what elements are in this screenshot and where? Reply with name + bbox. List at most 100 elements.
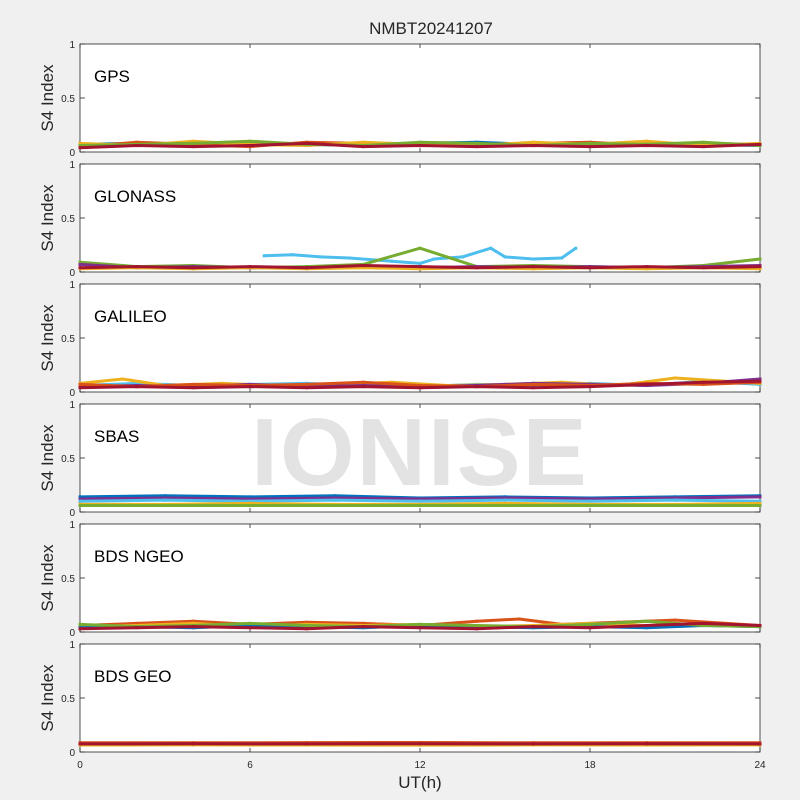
data-point — [319, 255, 323, 259]
panel-label: SBAS — [94, 427, 139, 446]
data-point — [390, 380, 394, 384]
data-point — [191, 141, 195, 145]
data-point — [135, 140, 139, 144]
data-point — [361, 385, 365, 389]
data-point — [503, 496, 507, 500]
data-point — [248, 144, 252, 148]
data-point — [475, 624, 479, 628]
y-axis-label: S4 Index — [38, 64, 57, 132]
y-tick-label: 1 — [69, 40, 75, 51]
data-point — [305, 266, 309, 270]
data-point — [701, 266, 705, 270]
data-point — [701, 380, 705, 384]
data-point — [531, 257, 535, 261]
panel-4: 0 0.5 1 S4 Index SBAS — [38, 400, 762, 519]
data-point — [531, 386, 535, 390]
data-point — [78, 262, 82, 266]
data-point — [78, 622, 82, 626]
y-tick-label: 1 — [69, 400, 75, 411]
data-point — [758, 501, 762, 505]
y-tick-label: 0 — [69, 748, 75, 759]
data-point — [262, 254, 266, 258]
data-point — [503, 255, 507, 259]
data-point — [78, 495, 82, 499]
panel-label: BDS GEO — [94, 667, 171, 686]
data-point — [361, 264, 365, 268]
data-point — [191, 621, 195, 625]
data-point — [701, 145, 705, 149]
data-point — [191, 386, 195, 390]
data-point — [588, 385, 592, 389]
y-axis-label: S4 Index — [38, 184, 57, 252]
data-point — [361, 266, 365, 270]
data-point — [673, 376, 677, 380]
data-point — [135, 621, 139, 625]
data-point — [531, 742, 535, 746]
data-point — [361, 621, 365, 625]
data-point — [333, 494, 337, 498]
data-point — [135, 265, 139, 269]
data-point — [758, 742, 762, 746]
data-point — [361, 380, 365, 384]
figure-title: NMBT20241207 — [369, 19, 493, 38]
x-tick-label: 24 — [754, 760, 766, 771]
data-point — [574, 246, 578, 250]
data-point — [645, 139, 649, 143]
x-tick-label: 12 — [414, 760, 426, 771]
data-point — [418, 384, 422, 388]
data-point — [531, 140, 535, 144]
data-point — [531, 267, 535, 271]
data-point — [758, 624, 762, 628]
y-tick-label: 0 — [69, 268, 75, 279]
data-point — [758, 379, 762, 383]
data-point — [135, 626, 139, 630]
y-tick-label: 0.5 — [61, 214, 75, 225]
data-point — [163, 504, 167, 508]
data-point — [475, 385, 479, 389]
panel-label: GPS — [94, 67, 130, 86]
data-point — [418, 140, 422, 144]
data-point — [588, 499, 592, 503]
data-point — [78, 146, 82, 150]
y-tick-label: 0.5 — [61, 94, 75, 105]
data-point — [191, 625, 195, 629]
data-point — [191, 145, 195, 149]
data-point — [305, 141, 309, 145]
panel-2: 0 0.5 1 S4 Index GLONASS — [38, 160, 762, 279]
x-tick-label: 18 — [584, 760, 596, 771]
y-tick-label: 0 — [69, 628, 75, 639]
data-point — [645, 267, 649, 271]
y-tick-label: 1 — [69, 280, 75, 291]
data-point — [758, 499, 762, 503]
data-point — [645, 742, 649, 746]
data-point — [78, 144, 82, 148]
data-point — [475, 141, 479, 145]
data-point — [588, 266, 592, 270]
data-point — [758, 265, 762, 269]
plot-area — [79, 643, 761, 753]
data-point — [191, 139, 195, 143]
data-point — [135, 381, 139, 385]
x-tick-label: 6 — [247, 760, 253, 771]
data-point — [191, 619, 195, 623]
data-point — [418, 246, 422, 250]
data-point — [418, 497, 422, 501]
data-point — [248, 495, 252, 499]
data-point — [531, 265, 535, 269]
panel-5: 0 0.5 1 S4 Index BDS NGEO — [38, 520, 762, 639]
data-point — [673, 618, 677, 622]
data-point — [248, 621, 252, 625]
data-point — [588, 497, 592, 501]
data-point — [248, 501, 252, 505]
data-point — [588, 504, 592, 508]
data-point — [305, 620, 309, 624]
data-point — [531, 144, 535, 148]
data-point — [645, 144, 649, 148]
panel-6: 0 0.5 1 S4 Index BDS GEO — [38, 640, 762, 759]
data-point — [248, 139, 252, 143]
data-point — [333, 498, 337, 502]
data-point — [758, 504, 762, 508]
data-point — [475, 266, 479, 270]
data-point — [248, 385, 252, 389]
